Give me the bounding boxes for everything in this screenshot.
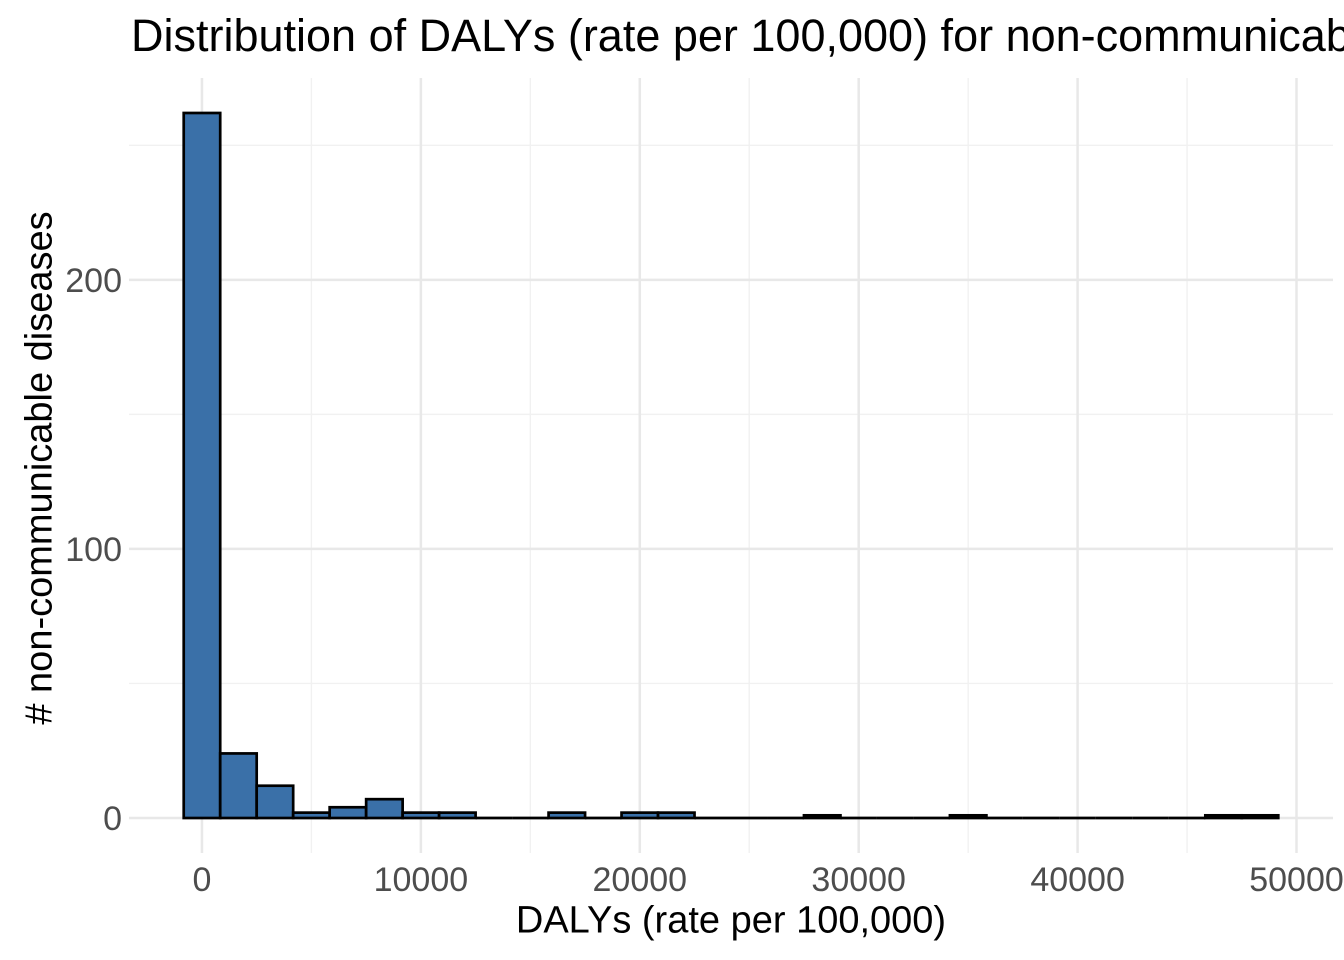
y-axis-title: # non-communicable diseases	[18, 211, 61, 725]
y-tick-label: 100	[65, 531, 122, 569]
histogram-bar	[364, 797, 404, 820]
histogram-bar	[1203, 813, 1244, 820]
x-tick-label: 30000	[811, 861, 906, 899]
x-tick-label: 40000	[1030, 861, 1125, 899]
histogram-bar	[218, 752, 259, 820]
histogram-bar	[656, 811, 696, 820]
histogram-bar	[328, 805, 368, 820]
histogram-bar	[948, 813, 988, 820]
y-tick-label: 200	[65, 262, 122, 300]
x-tick-label: 50000	[1249, 861, 1344, 899]
histogram-bar	[255, 784, 295, 820]
x-axis-title: DALYs (rate per 100,000)	[515, 899, 947, 942]
histogram-bar	[802, 813, 842, 820]
histogram-bar	[437, 811, 477, 820]
histogram-bar	[547, 811, 587, 820]
histogram-bar	[620, 811, 660, 820]
histogram-bar	[1240, 813, 1280, 820]
x-tick-label: 20000	[593, 861, 688, 899]
x-tick-label: 10000	[374, 861, 469, 899]
histogram-bar	[182, 111, 222, 820]
chart-title: Distribution of DALYs (rate per 100,000)…	[131, 10, 1344, 61]
y-tick-label: 0	[103, 800, 122, 838]
histogram-bar	[291, 811, 332, 820]
histogram-bar	[401, 811, 441, 820]
x-tick-label: 0	[193, 861, 212, 899]
